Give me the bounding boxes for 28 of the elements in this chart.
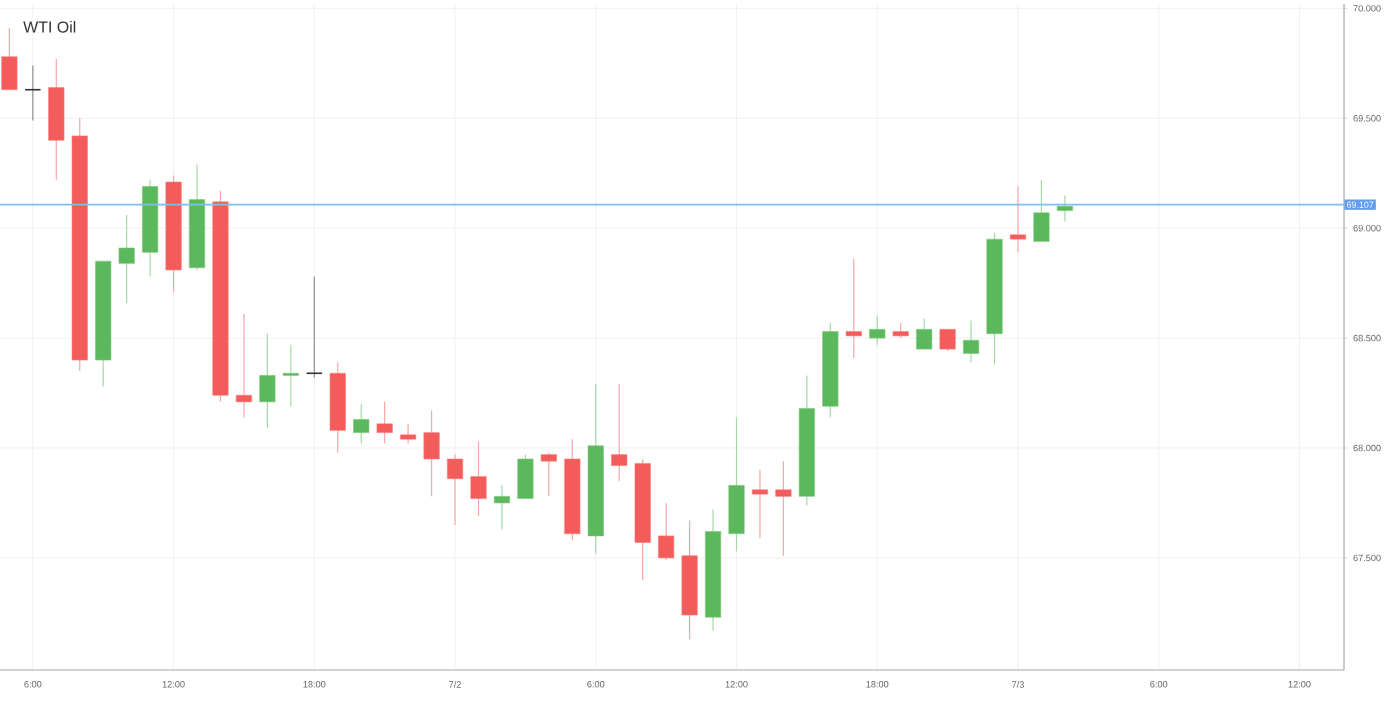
candlestick: [1056, 194, 1073, 223]
candlestick: [235, 313, 252, 418]
candlestick: [353, 403, 370, 445]
candlestick: [540, 451, 557, 497]
candlestick: [470, 440, 487, 517]
candlestick: [1033, 179, 1050, 242]
candlestick: [1, 27, 18, 91]
candlestick: [775, 460, 792, 557]
candlestick: [517, 453, 534, 500]
candlestick: [493, 484, 510, 530]
candlestick: [939, 328, 956, 352]
candlestick: [845, 258, 862, 359]
candlestick: [751, 469, 768, 539]
candlestick: [611, 383, 628, 482]
candlestick: [282, 344, 299, 407]
candlestick: [658, 502, 675, 561]
candlestick: [1009, 185, 1027, 253]
candlestick: [916, 317, 933, 350]
candlestick: [423, 410, 440, 497]
candlestick: [869, 315, 886, 346]
candlestick: [305, 275, 323, 379]
candlestick: [118, 214, 135, 304]
candlestick: [376, 401, 393, 445]
candlestick: [259, 333, 276, 429]
candlestick: [447, 453, 464, 526]
candlestick: [963, 319, 980, 363]
candlestick: [24, 64, 42, 122]
candlestick: [400, 423, 417, 445]
